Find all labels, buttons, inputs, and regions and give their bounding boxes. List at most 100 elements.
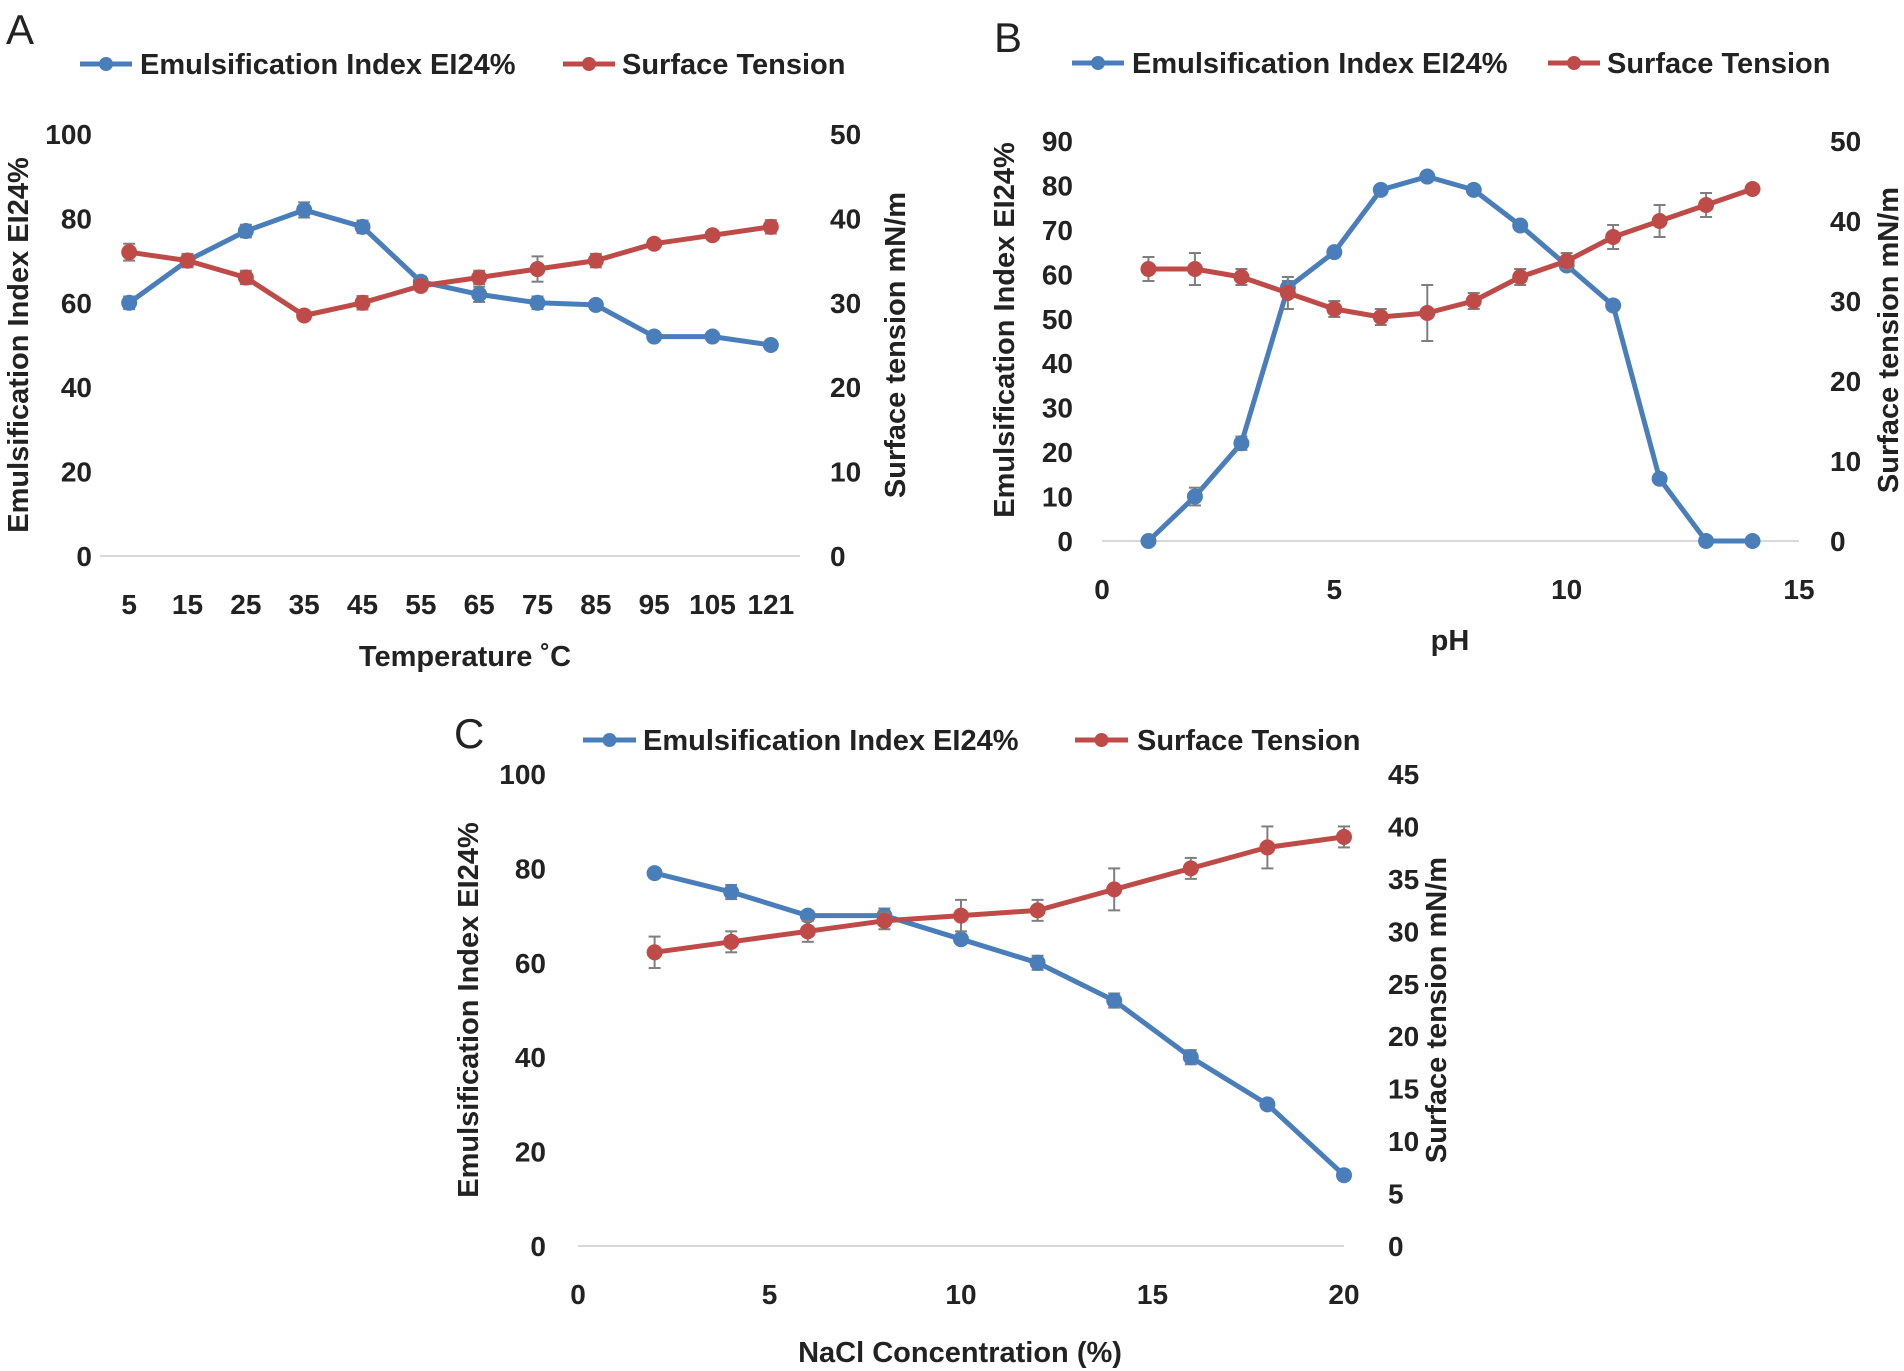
y-left-tick-label: 0 (530, 1231, 546, 1262)
data-point-ei (1744, 533, 1761, 549)
data-point-st (1279, 285, 1296, 301)
data-point-ei (1512, 217, 1529, 234)
data-point-st (296, 307, 313, 324)
y-right-tick-label: 10 (1388, 1126, 1419, 1157)
data-point-ei (799, 907, 816, 924)
legend-label-ei: Emulsification Index EI24% (1132, 48, 1508, 80)
data-point-st (179, 252, 196, 269)
data-point-st (953, 907, 969, 924)
data-point-st (1233, 269, 1250, 285)
data-point-ei (1698, 533, 1715, 549)
x-tick-label: 25 (230, 589, 261, 620)
y-left-tick-label: 10 (1042, 482, 1073, 513)
legend-marker-st (582, 57, 596, 71)
y-right-tick-label: 30 (1388, 916, 1419, 947)
x-tick-label: 15 (1137, 1279, 1168, 1310)
y-left-tick-label: 60 (1042, 259, 1073, 290)
y-left-tick-label: 100 (499, 759, 546, 790)
x-tick-label: 0 (570, 1279, 586, 1310)
data-point-ei (723, 884, 740, 900)
series-line-ei (127, 207, 772, 348)
y-left-tick-label: 60 (61, 288, 92, 319)
x-axis-title: pH (1431, 625, 1470, 657)
x-tick-label: 121 (747, 589, 794, 620)
x-tick-label: 85 (580, 589, 611, 620)
y-left-tick-label: 40 (61, 372, 92, 403)
y-right-tick-label: 10 (1830, 446, 1861, 477)
x-tick-label: 5 (1327, 574, 1343, 605)
x-tick-label: 20 (1328, 1279, 1359, 1310)
data-point-ei (296, 201, 313, 218)
y-left-tick-label: 20 (61, 457, 92, 488)
data-point-st (1182, 860, 1199, 877)
y-left-tick-label: 90 (1042, 126, 1073, 157)
data-point-ei (1186, 488, 1203, 505)
y-left-tick-label: 100 (45, 119, 92, 150)
legend-label-st: Surface Tension (622, 49, 845, 81)
x-tick-label: 15 (1783, 574, 1814, 605)
data-point-ei (121, 294, 138, 311)
y-right-tick-label: 30 (830, 288, 861, 319)
data-point-ei (1182, 1049, 1199, 1066)
y-left-tick-label: 0 (1057, 526, 1073, 557)
panel-a: A Emulsification Index EI24% Surface Tensi… (3, 6, 912, 673)
y-left-tick-label: 60 (515, 948, 546, 979)
x-tick-label: 5 (121, 589, 137, 620)
y-left-tick-label: 70 (1042, 215, 1073, 246)
data-point-st (799, 923, 816, 940)
y-right-tick-label: 50 (1830, 126, 1861, 157)
x-tick-label: 75 (522, 589, 553, 620)
data-point-st (1419, 305, 1436, 321)
y-right-tick-label: 20 (1388, 1021, 1419, 1052)
x-axis-title: Temperature ˚C (359, 641, 571, 673)
panel-letter: C (454, 710, 484, 757)
data-point-ei (646, 328, 663, 345)
x-tick-label: 10 (1551, 574, 1582, 605)
y-right-tick-label: 0 (1388, 1231, 1404, 1262)
y-left-axis-title: Emulsification Index EI24% (453, 822, 485, 1198)
y-right-tick-label: 40 (1830, 206, 1861, 237)
y-left-axis-title: Emulsification Index EI24% (3, 157, 35, 533)
y-right-tick-label: 40 (830, 203, 861, 234)
legend-label-st: Surface Tension (1607, 48, 1830, 80)
data-point-st (1326, 301, 1343, 317)
y-left-axis-title: Emulsification Index EI24% (989, 142, 1021, 518)
y-right-axis-title: Surface tension mN/m (1421, 857, 1453, 1163)
data-point-st (1140, 261, 1157, 277)
y-right-axis-title: Surface tension mN/m (1873, 187, 1904, 493)
data-point-ei (1140, 533, 1157, 549)
data-point-st (762, 218, 779, 235)
series-line-st (128, 224, 772, 318)
legend-marker-ei (99, 57, 113, 71)
panel-letter: B (994, 14, 1022, 61)
data-point-st (1651, 213, 1668, 229)
x-tick-label: 65 (464, 589, 495, 620)
data-point-st (1029, 902, 1046, 919)
data-point-st (529, 261, 546, 278)
y-left-tick-label: 50 (1042, 304, 1073, 335)
legend-marker-st (1567, 56, 1581, 70)
data-point-ei (1336, 1167, 1352, 1184)
y-left-tick-label: 80 (61, 203, 92, 234)
data-point-st (1106, 881, 1123, 898)
y-right-tick-label: 25 (1388, 969, 1419, 1000)
data-point-ei (646, 865, 663, 882)
data-point-st (1465, 293, 1482, 309)
data-point-st (237, 269, 254, 286)
series-line-st (1148, 186, 1754, 320)
y-right-tick-label: 15 (1388, 1074, 1419, 1105)
y-right-tick-label: 0 (1830, 526, 1846, 557)
panel-b: B Emulsification Index EI24% Surface Tensi… (989, 14, 1904, 657)
data-point-st (646, 944, 663, 961)
x-tick-label: 0 (1094, 574, 1110, 605)
panel-letter: A (6, 6, 34, 53)
y-right-tick-label: 35 (1388, 864, 1419, 895)
panel-c: C Emulsification Index EI24% Surface Tensi… (453, 710, 1453, 1369)
legend-label-st: Surface Tension (1137, 725, 1360, 757)
data-point-ei (529, 294, 546, 311)
data-point-ei (1605, 297, 1622, 314)
y-left-tick-label: 20 (515, 1137, 546, 1168)
x-tick-label: 45 (347, 589, 378, 620)
x-tick-label: 95 (639, 589, 670, 620)
